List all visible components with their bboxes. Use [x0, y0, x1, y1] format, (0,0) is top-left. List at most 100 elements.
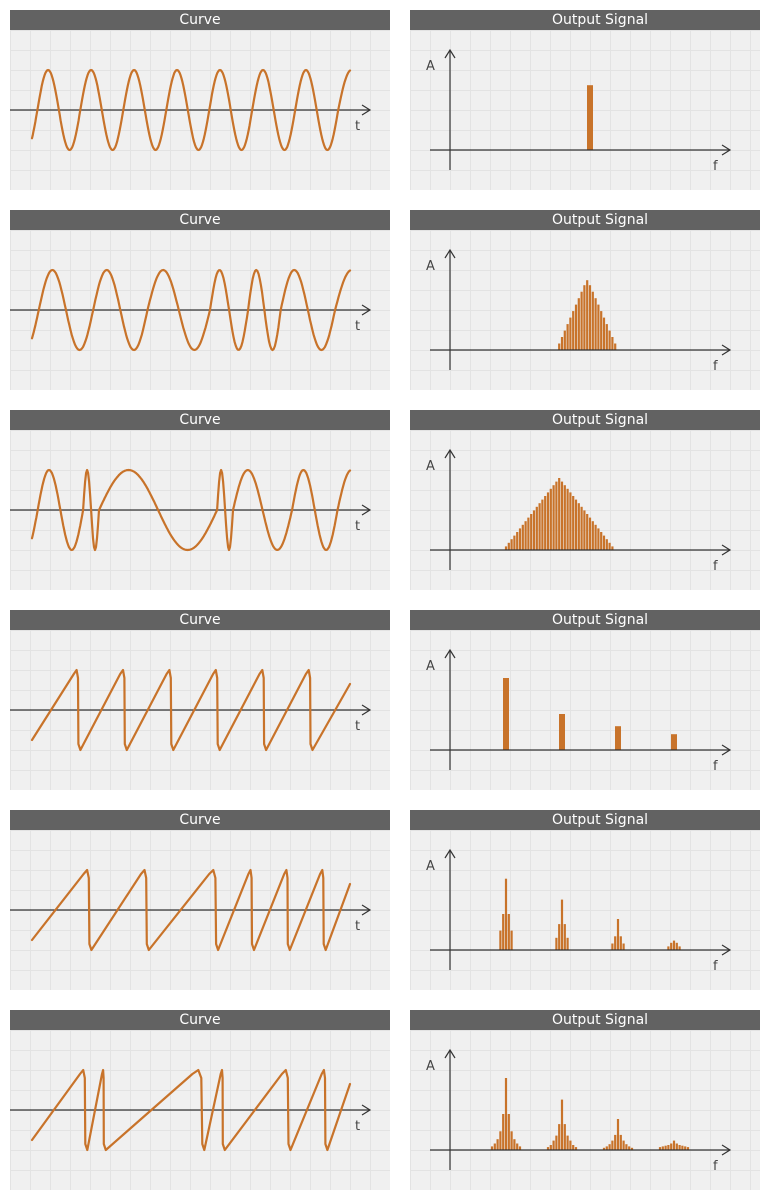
spectrum-bar [664, 1145, 667, 1150]
spectrum-bar [510, 930, 513, 950]
a-axis-arrow [444, 848, 456, 859]
t-axis-label: t [355, 719, 360, 734]
spectrum-bar [569, 1140, 572, 1150]
spectrum-bar [616, 1119, 620, 1150]
spectrum-bar [563, 330, 566, 350]
spectrum-bar [600, 532, 603, 550]
spectrum-bar [602, 1147, 606, 1150]
spectrum-svg: Af [426, 848, 732, 974]
f-axis-label: f [713, 159, 718, 174]
t-axis-arrow [361, 1104, 372, 1116]
curve-title: Curve [10, 610, 390, 630]
spectrum-bar [667, 1145, 670, 1150]
spectrum-bar [605, 324, 608, 350]
spectrum-bar [502, 914, 505, 950]
spectrum-svg: Af [426, 648, 732, 774]
a-axis-arrow [444, 448, 456, 459]
f-axis-arrow [721, 344, 732, 356]
spectrum-bar [586, 514, 589, 550]
f-axis-arrow [721, 944, 732, 956]
spectrum-bar [611, 337, 614, 350]
spectrum-bar [572, 311, 575, 350]
curve-svg: t [10, 68, 372, 152]
curve-plot: t [10, 630, 390, 790]
spectrum-bar [605, 1146, 608, 1150]
spectrum-bar [622, 1140, 625, 1150]
a-axis-arrow [444, 648, 456, 659]
spectrum-bar [555, 1135, 558, 1150]
curve-panel-5: Curve t [10, 810, 390, 990]
spectrum-bar [675, 1143, 678, 1150]
spectrum-bar [684, 1146, 687, 1150]
signal-curve [30, 668, 352, 752]
curve-title: Curve [10, 810, 390, 830]
spectrum-bar [510, 1131, 513, 1150]
spectrum-title: Output Signal [410, 210, 760, 230]
spectrum-bar [574, 499, 578, 550]
t-axis-arrow [361, 904, 372, 916]
spectrum-bar [616, 919, 620, 950]
spectrum-bar [574, 1147, 578, 1150]
spectrum-bar [586, 280, 589, 350]
spectrum-title: Output Signal [410, 10, 760, 30]
curve-svg: t [10, 1068, 372, 1152]
curve-panel-6: Curve t [10, 1010, 390, 1190]
spectrum-bar [667, 946, 670, 950]
spectrum-bar [678, 1145, 681, 1150]
spectrum-bar [600, 311, 603, 350]
f-axis-arrow [721, 1144, 732, 1156]
spectrum-bar [499, 930, 502, 950]
spectrum-bar [560, 1099, 564, 1150]
spectrum-svg: Af [426, 248, 732, 374]
spectrum-bar [504, 546, 508, 550]
spectrum-bar [670, 1143, 673, 1150]
spectrum-bar [535, 506, 538, 550]
spectrum-bar [602, 317, 606, 350]
spectrum-bar [541, 499, 544, 550]
spectrum-bar [558, 1124, 561, 1150]
a-axis-arrow [444, 48, 456, 59]
spectrum-bar [583, 285, 586, 350]
spectrum-bar [572, 496, 575, 550]
spectrum-title: Output Signal [410, 410, 760, 430]
t-axis-label: t [355, 319, 360, 334]
spectrum-bar [672, 1140, 676, 1150]
spectrum-bar [510, 539, 513, 550]
spectrum-bar [619, 936, 622, 950]
spectrum-bar [555, 481, 558, 550]
curve-panel-4: Curve t [10, 610, 390, 790]
spectrum-bar [608, 1144, 611, 1150]
spectrum-bar [566, 1135, 569, 1150]
a-axis-label: A [426, 459, 435, 474]
t-axis-label: t [355, 519, 360, 534]
spectrum-bar [625, 1144, 628, 1150]
spectrum-bar [549, 488, 552, 550]
spectrum-bar [681, 1145, 684, 1150]
f-axis-label: f [713, 559, 718, 574]
curve-title: Curve [10, 210, 390, 230]
spectrum-bar [591, 521, 594, 550]
spectrum-bar [594, 298, 597, 350]
a-axis-label: A [426, 259, 435, 274]
spectrum-bar [558, 924, 561, 950]
spectrum-bar [588, 517, 592, 550]
signal-curve [30, 868, 352, 952]
spectrum-bar [560, 899, 564, 950]
spectrum-bar [658, 1147, 662, 1150]
spectrum-bar [686, 1147, 690, 1150]
curve-plot: t [10, 830, 390, 990]
spectrum-bar [602, 535, 606, 550]
spectrum-bar [513, 535, 516, 550]
spectrum-title: Output Signal [410, 810, 760, 830]
spectrum-bar [518, 1146, 522, 1150]
spectrum-bar [518, 528, 522, 550]
curve-panel-3: Curve t [10, 410, 390, 590]
spectrum-svg: Af [426, 48, 732, 174]
curve-svg: t [10, 268, 372, 352]
curve-plot: t [10, 430, 390, 590]
